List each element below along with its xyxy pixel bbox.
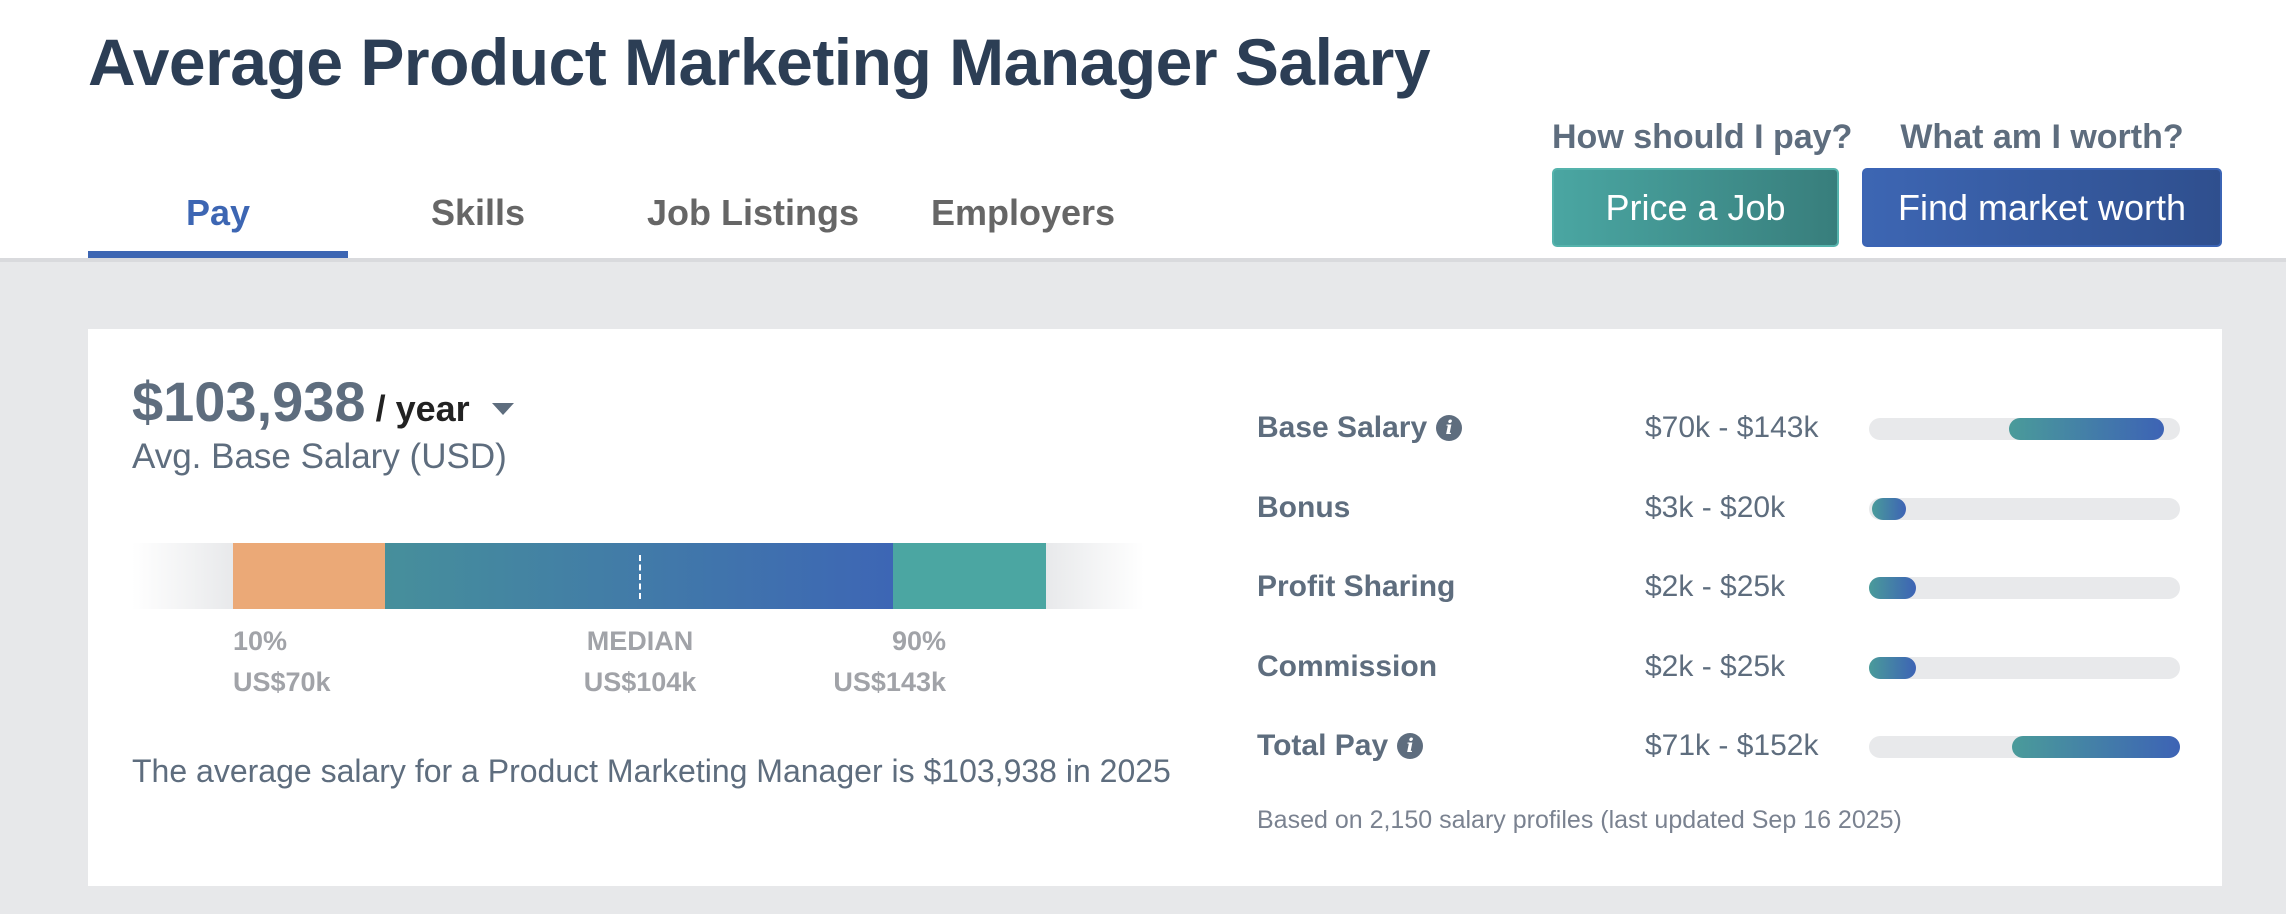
breakdown-bar-fill [2008,418,2165,440]
worth-question: What am I worth? [1900,118,2184,156]
price-job-group: How should I pay? Price a Job [1552,118,1853,247]
breakdown-bar-track [1869,577,2180,599]
breakdown-label-text: Total Pay [1257,729,1389,762]
price-a-job-button[interactable]: Price a Job [1552,168,1839,247]
average-salary-amount: $103,938 [132,370,366,433]
breakdown-range: $71k - $152k [1645,729,1819,762]
range-segment-low [233,543,385,609]
breakdown-bar-track [1869,497,2180,520]
breakdown-range: $3k - $20k [1645,490,1786,524]
breakdown-bar-fill [1872,497,1907,520]
salary-summary: $103,938 / year [132,369,514,434]
p90-value: US$143k [833,667,946,697]
breakdown-range: $2k - $25k [1645,649,1786,683]
breakdown-range: $70k - $143k [1645,411,1819,444]
tab-employers[interactable]: Employers [930,192,1116,233]
breakdown-label: Bonus [1257,491,1350,525]
p10-value: US$70k [233,667,331,697]
range-segment-high [893,543,1046,609]
pay-question: How should I pay? [1552,118,1853,156]
tab-skills[interactable]: Skills [430,192,526,233]
breakdown-bar-fill [1869,577,1916,599]
breakdown-label-text: Commission [1257,649,1438,683]
info-icon[interactable]: i [1436,415,1463,441]
data-footnote: Based on 2,150 salary profiles (last upd… [1257,806,1902,834]
breakdown-label: Base Salary i [1257,411,1463,445]
breakdown-row-bonus: Bonus $3k - $20k [1257,469,2197,549]
salary-subtitle: Avg. Base Salary (USD) [132,437,507,476]
median-value: US$104k [583,667,697,697]
page-title: Average Product Marketing Manager Salary [88,25,1431,99]
salary-card: $103,938 / year Avg. Base Salary (USD) 1… [88,329,2222,886]
breakdown-label: Profit Sharing [1257,570,1455,604]
page-header: Average Product Marketing Manager Salary… [0,0,2286,262]
breakdown-row-total-pay: Total Pay i $71k - $152k [1257,707,2197,787]
breakdown-label: Commission [1257,650,1437,684]
breakdown-row-commission: Commission $2k - $25k [1257,628,2197,708]
breakdown-label-text: Base Salary [1257,411,1428,444]
breakdown-bar-track [1869,418,2180,440]
breakdown-range: $2k - $25k [1645,570,1786,603]
p90-label: 90% [891,626,946,656]
pay-breakdown-list: Base Salary i $70k - $143k Bonus $3k - $20k P… [1257,389,2197,787]
market-worth-group: What am I worth? Find market worth [1862,118,2222,247]
range-fade-right [1046,543,1144,609]
tab-pay[interactable]: Pay [88,188,348,258]
breakdown-bar-fill [1869,656,1916,679]
median-label: MEDIAN [586,626,694,656]
period-dropdown-caret-icon[interactable] [491,403,514,415]
breakdown-label: Total Pay i [1257,729,1424,763]
tab-job-listings[interactable]: Job Listings [646,192,859,233]
breakdown-label-text: Profit Sharing [1257,570,1456,603]
find-market-worth-button[interactable]: Find market worth [1862,168,2222,247]
breakdown-row-profit-sharing: Profit Sharing $2k - $25k [1257,548,2197,628]
median-marker [639,555,641,599]
info-icon[interactable]: i [1397,733,1424,759]
salary-description: The average salary for a Product Marketi… [132,753,1171,789]
breakdown-bar-track [1869,656,2180,679]
breakdown-label-text: Bonus [1257,490,1351,524]
breakdown-bar-fill [2012,736,2180,758]
breakdown-bar-track [1869,736,2180,758]
tab-bar: Pay Skills Job Listings Employers [88,188,1148,262]
breakdown-row-base-salary: Base Salary i $70k - $143k [1257,389,2197,469]
pay-period[interactable]: / year [375,388,470,429]
p10-label: 10% [233,626,288,656]
range-fade-left [132,543,233,609]
salary-range-bar [132,543,1144,609]
